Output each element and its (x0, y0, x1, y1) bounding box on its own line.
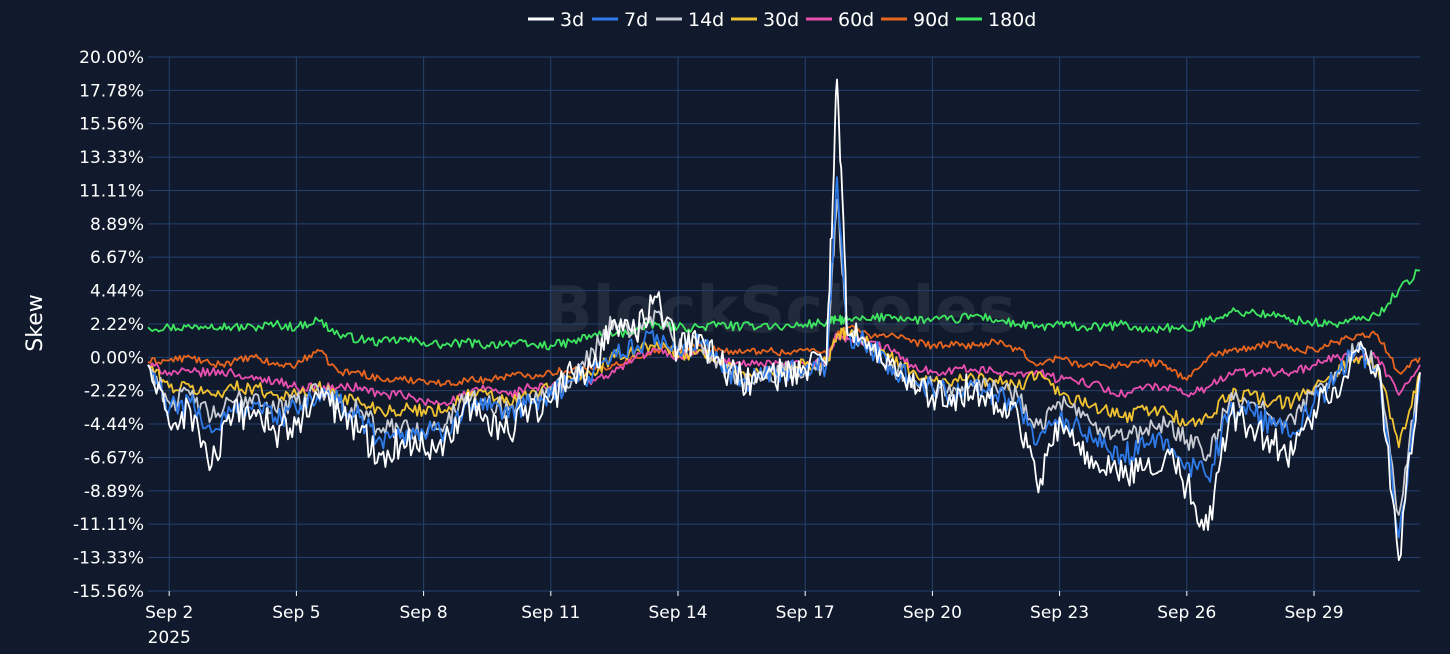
legend-item-90d[interactable]: 90d (881, 9, 949, 31)
y-tick-label: 11.11% (79, 182, 144, 202)
series-line-3d (147, 78, 1421, 561)
x-tick-label: Sep 29 (1284, 603, 1343, 623)
x-tick-label: Sep 20 (903, 603, 962, 623)
y-tick-label: -8.89% (84, 482, 144, 502)
x-tick-label: Sep 11 (521, 603, 580, 623)
y-tick-label: 13.33% (79, 148, 144, 168)
legend: 3d 7d 14d 30d 60d 90d 180d (528, 9, 1036, 31)
legend-label: 30d (763, 9, 799, 31)
legend-item-7d[interactable]: 7d (592, 9, 648, 31)
legend-item-30d[interactable]: 30d (731, 9, 799, 31)
x-tick-label: Sep 8 (399, 603, 447, 623)
y-tick-label: -4.44% (84, 415, 144, 435)
series-line-14d (147, 198, 1421, 516)
x-tick-label: Sep 5 (272, 603, 320, 623)
x-tick-label: Sep 23 (1030, 603, 1089, 623)
y-tick-label: 20.00% (79, 48, 144, 68)
x-tick-label: Sep 26 (1157, 603, 1216, 623)
y-axis: 20.00% 17.78% 15.56% 13.33% 11.11% 8.89% 6.67%… (73, 48, 144, 602)
y-tick-label: 4.44% (90, 282, 144, 302)
y-tick-label: -15.56% (73, 582, 144, 602)
legend-label: 14d (688, 9, 724, 31)
y-tick-label: 0.00% (90, 348, 144, 368)
legend-label: 3d (560, 9, 584, 31)
x-year-label: 2025 (148, 628, 191, 648)
legend-label: 90d (913, 9, 949, 31)
legend-label: 7d (624, 9, 648, 31)
series-line-180d (147, 268, 1421, 351)
legend-item-60d[interactable]: 60d (806, 9, 874, 31)
legend-item-180d[interactable]: 180d (956, 9, 1036, 31)
y-tick-label: -6.67% (84, 449, 144, 469)
y-tick-label: -2.22% (84, 382, 144, 402)
grid-lines (148, 56, 1420, 592)
x-tick-label: Sep 2 (145, 603, 193, 623)
series-lines (147, 78, 1421, 561)
y-tick-label: -13.33% (73, 549, 144, 569)
legend-item-14d[interactable]: 14d (656, 9, 724, 31)
y-tick-label: -11.11% (73, 515, 144, 535)
watermark-logo: BlockScholes (544, 274, 1016, 348)
y-tick-label: 2.22% (90, 315, 144, 335)
series-line-90d (147, 324, 1421, 387)
x-tick-label: Sep 14 (648, 603, 707, 623)
legend-item-3d[interactable]: 3d (528, 9, 584, 31)
legend-label: 60d (838, 9, 874, 31)
x-axis: Sep 2 2025 Sep 5 Sep 8 Sep 11 Sep 14 Sep 17 Sep… (145, 591, 1344, 648)
y-tick-label: 6.67% (90, 248, 144, 268)
y-tick-label: 17.78% (79, 81, 144, 101)
x-tick-label: Sep 17 (776, 603, 835, 623)
y-axis-label: Skew (23, 294, 48, 351)
y-tick-label: 8.89% (90, 215, 144, 235)
y-tick-label: 15.56% (79, 115, 144, 135)
legend-label: 180d (988, 9, 1036, 31)
